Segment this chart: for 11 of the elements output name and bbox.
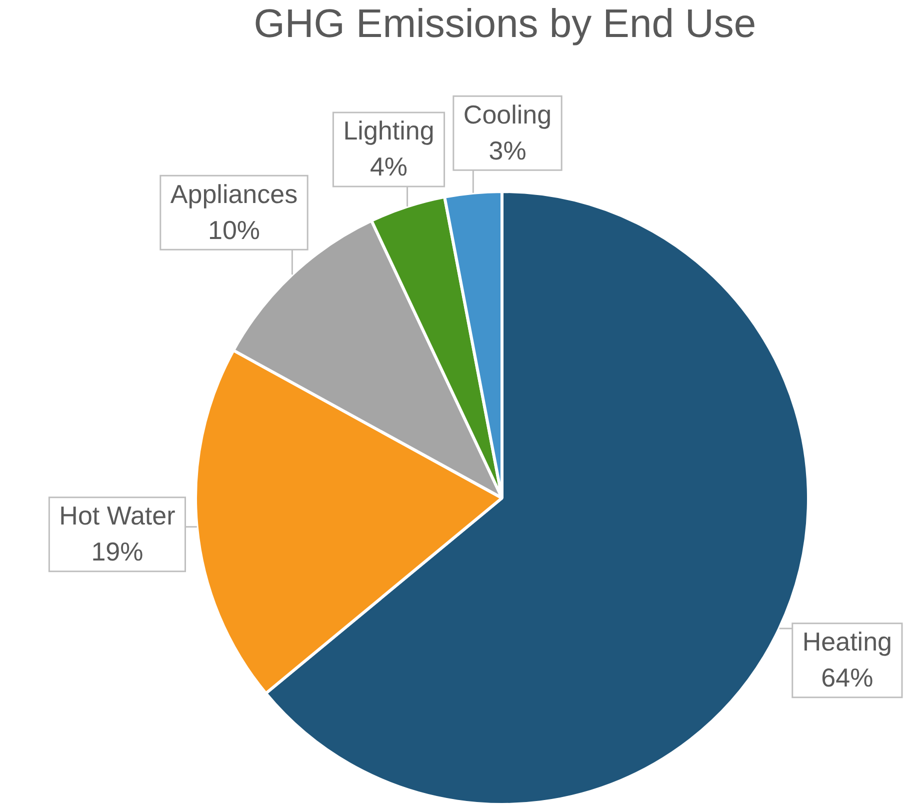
slice-label: Cooling xyxy=(463,99,552,130)
data-label: 19% xyxy=(91,536,144,567)
chart-title: GHG Emissions by End Use xyxy=(252,2,758,47)
data-label: 10% xyxy=(208,214,260,245)
data-label: 3% xyxy=(488,135,526,166)
data-label: 4% xyxy=(370,152,408,182)
slice-label: Hot Water xyxy=(59,500,176,531)
slice-label: Appliances xyxy=(170,178,298,209)
slice-label: Heating xyxy=(802,626,892,657)
data-label: 64% xyxy=(821,662,874,693)
slice-label: Lighting xyxy=(343,116,434,146)
